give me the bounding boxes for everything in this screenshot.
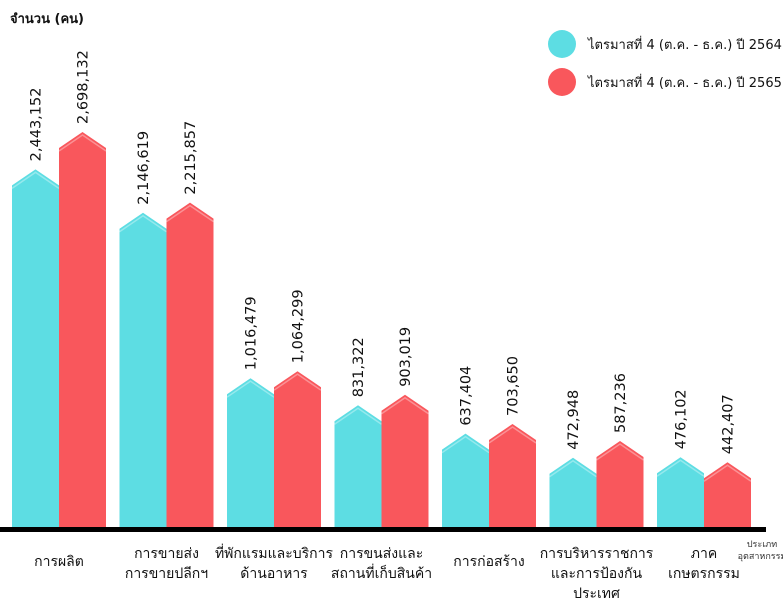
value-label-2565-cat-2: 1,064,299 [291, 289, 307, 363]
bar-cap-highlight-2565-cat-2 [273, 373, 322, 391]
axis-note-line-1: อุตสาหกรรม [738, 552, 783, 562]
legend-swatch-2564 [548, 30, 576, 58]
value-label-2565-cat-3: 903,019 [398, 327, 414, 387]
value-label-2565-cat-4: 703,650 [506, 356, 522, 416]
bar-2565-cat-0 [59, 132, 106, 527]
bar-2565-cat-2 [274, 371, 321, 527]
bar-2564-cat-3 [334, 405, 382, 527]
bar-2565-cat-3 [381, 394, 429, 527]
legend-item-2565: ไตรมาสที่ 4 (ต.ค. - ธ.ค.) ปี 2565 [548, 68, 782, 96]
category-label-0-line-0: การผลิต [34, 554, 84, 570]
category-label-4-line-0: การก่อสร้าง [453, 554, 525, 570]
category-label-1-line-0: การขายส่ง [134, 546, 199, 562]
bar-cap-highlight-2564-cat-4 [441, 435, 490, 454]
legend: ไตรมาสที่ 4 (ต.ค. - ธ.ค.) ปี 2564 ไตรมาส… [548, 30, 782, 106]
category-label-6-line-0: ภาค [691, 546, 717, 562]
y-axis-label: จำนวน (คน) [10, 12, 84, 27]
value-label-2565-cat-1: 2,215,857 [183, 121, 199, 195]
bar-2565-cat-1 [166, 202, 214, 528]
value-label-2565-cat-6: 442,407 [721, 394, 737, 454]
value-label-2564-cat-3: 831,322 [351, 337, 367, 397]
category-label-2-line-0: ที่พักแรมและบริการ [215, 544, 334, 562]
bar-2564-cat-1 [119, 212, 167, 527]
bar-cap-highlight-2564-cat-1 [119, 214, 167, 233]
legend-swatch-2565 [548, 68, 576, 96]
category-label-3-line-1: สถานที่เก็บสินค้า [331, 564, 432, 582]
value-label-2564-cat-1: 2,146,619 [136, 131, 152, 205]
value-label-2564-cat-6: 476,102 [674, 389, 690, 449]
value-label-2564-cat-4: 637,404 [459, 366, 475, 426]
value-label-2564-cat-2: 1,016,479 [244, 296, 260, 370]
category-label-6-line-1: เกษตรกรรม [668, 566, 740, 582]
bar-2565-cat-5 [596, 441, 644, 527]
legend-item-2564: ไตรมาสที่ 4 (ต.ค. - ธ.ค.) ปี 2564 [548, 30, 782, 58]
bar-cap-highlight-2564-cat-2 [226, 380, 275, 398]
bar-cap-highlight-2564-cat-0 [11, 171, 60, 189]
category-label-5-line-1: และการป้องกัน [551, 566, 643, 582]
bar-cap-highlight-2565-cat-0 [58, 134, 107, 152]
value-label-2565-cat-5: 587,236 [613, 373, 629, 433]
bar-cap-highlight-2565-cat-5 [596, 443, 644, 461]
value-label-2564-cat-5: 472,948 [566, 390, 582, 450]
category-label-2-line-1: ด้านอาหาร [240, 566, 308, 582]
legend-label-2564: ไตรมาสที่ 4 (ต.ค. - ธ.ค.) ปี 2564 [588, 37, 782, 53]
bar-2564-cat-4 [442, 433, 489, 527]
bar-cap-highlight-2565-cat-6 [703, 464, 752, 482]
bar-2564-cat-2 [227, 378, 274, 527]
category-label-5-line-0: การบริหารราชการ [540, 546, 654, 562]
category-label-5-line-2: ประเทศ [573, 586, 620, 602]
bar-cap-highlight-2565-cat-4 [488, 426, 537, 444]
bar-cap-highlight-2564-cat-6 [656, 459, 705, 477]
bar-cap-highlight-2564-cat-5 [549, 459, 597, 478]
bar-2564-cat-5 [549, 457, 597, 527]
legend-label-2565: ไตรมาสที่ 4 (ต.ค. - ธ.ค.) ปี 2565 [588, 75, 782, 91]
value-label-2565-cat-0: 2,698,132 [76, 50, 92, 124]
x-axis-baseline [0, 527, 766, 532]
bar-2565-cat-4 [489, 423, 536, 527]
category-label-1-line-1: การขายปลีกฯ [125, 566, 208, 582]
value-label-2564-cat-0: 2,443,152 [29, 88, 45, 162]
bar-2565-cat-6 [704, 462, 751, 527]
bar-cap-highlight-2565-cat-3 [381, 396, 429, 415]
bar-2564-cat-6 [657, 457, 704, 527]
bar-2564-cat-0 [12, 169, 59, 527]
bar-cap-highlight-2564-cat-3 [334, 407, 382, 425]
bar-cap-highlight-2565-cat-1 [166, 204, 214, 223]
axis-note-line-0: ประเภท [747, 540, 777, 550]
category-label-3-line-0: การขนส่งและ [340, 546, 424, 562]
